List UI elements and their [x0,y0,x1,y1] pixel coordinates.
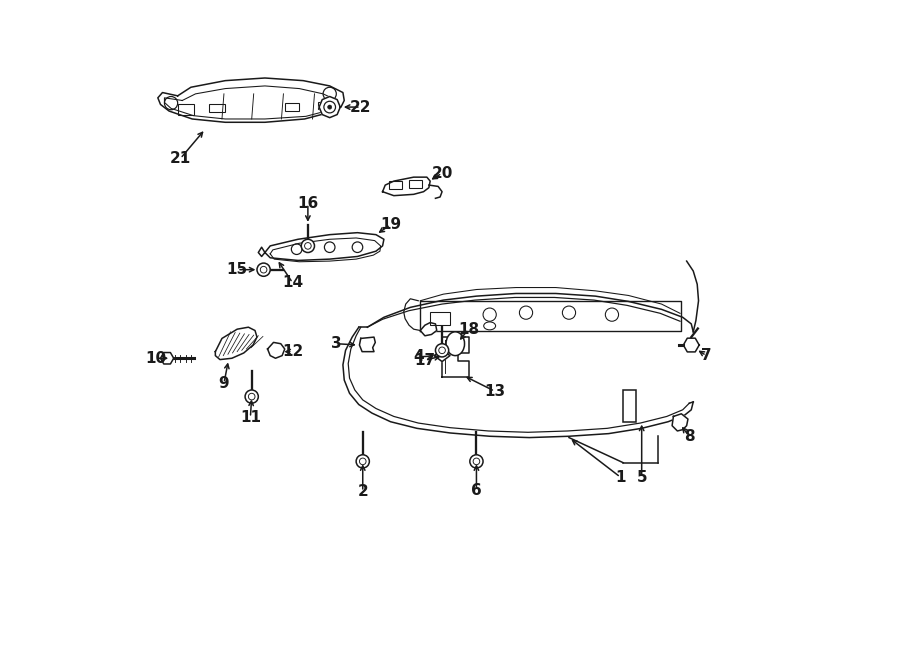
Text: 16: 16 [297,196,319,211]
Text: 17: 17 [414,353,436,368]
Polygon shape [320,97,340,118]
Polygon shape [215,327,257,360]
Text: 10: 10 [145,351,166,366]
Polygon shape [382,177,430,196]
Text: 22: 22 [350,100,372,114]
Text: 13: 13 [484,384,506,399]
Polygon shape [683,338,699,352]
Circle shape [245,390,258,403]
Polygon shape [265,233,384,260]
Polygon shape [442,337,469,377]
Polygon shape [434,350,450,362]
Polygon shape [158,78,344,122]
Text: 21: 21 [170,151,191,166]
Polygon shape [672,414,688,431]
Circle shape [356,455,369,468]
Text: 5: 5 [636,470,647,485]
Circle shape [324,101,336,113]
Text: 18: 18 [458,322,479,336]
Circle shape [436,344,449,357]
Polygon shape [428,185,442,198]
Text: 1: 1 [616,470,625,485]
Ellipse shape [446,332,464,356]
Text: 8: 8 [684,429,695,444]
Circle shape [257,263,270,276]
Text: 4: 4 [413,350,424,364]
Text: 19: 19 [380,217,401,232]
Polygon shape [420,323,436,336]
Text: 6: 6 [471,483,482,498]
Text: 9: 9 [219,376,230,391]
Circle shape [470,455,483,468]
Text: 11: 11 [240,410,261,425]
Polygon shape [267,342,284,358]
Text: 3: 3 [331,336,342,351]
Circle shape [302,239,314,253]
Text: 12: 12 [282,344,303,359]
Polygon shape [160,352,174,364]
Text: 7: 7 [701,348,712,363]
Text: 14: 14 [282,276,303,290]
Text: 15: 15 [227,262,248,277]
Text: 2: 2 [357,485,368,499]
Text: 20: 20 [431,166,453,180]
Polygon shape [359,337,375,352]
Circle shape [328,105,332,109]
